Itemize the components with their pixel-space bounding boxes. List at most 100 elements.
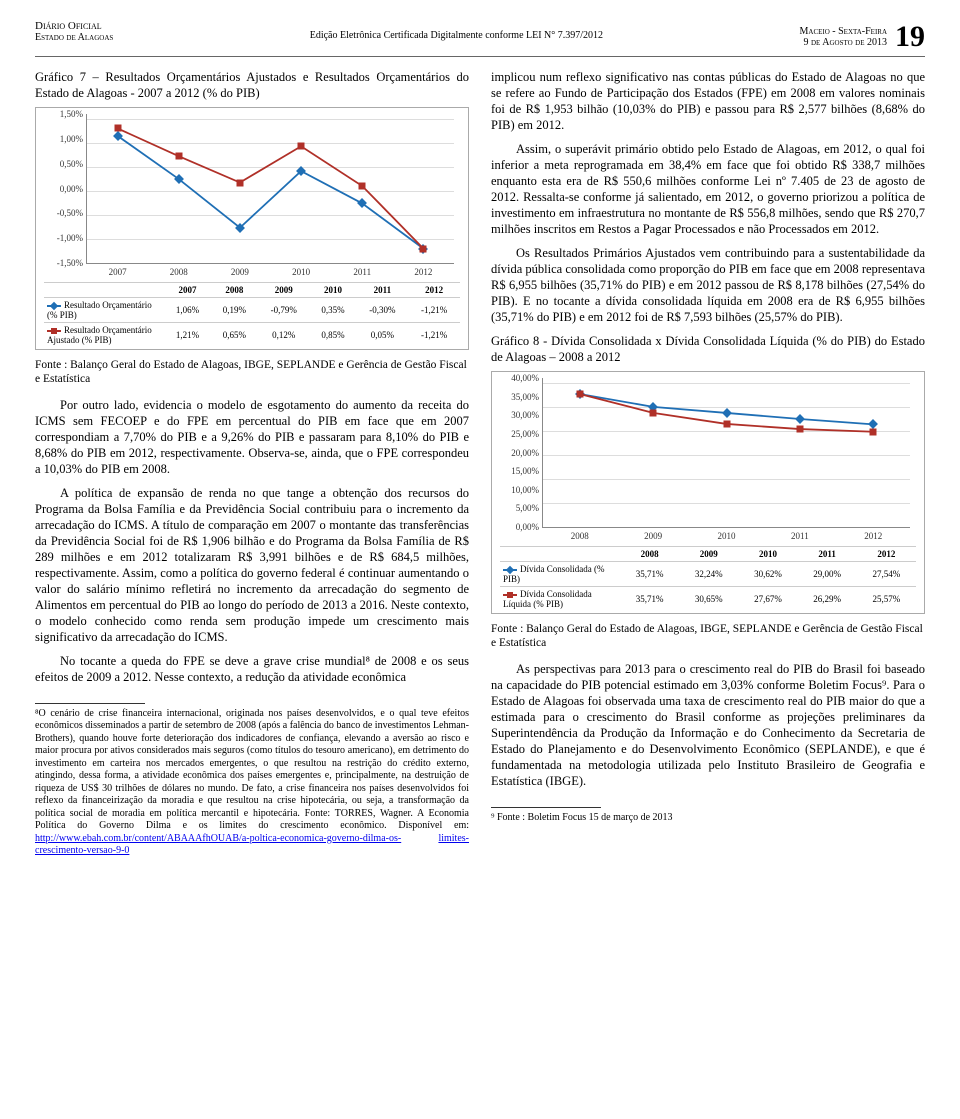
location-day: Maceio - Sexta-Feira: [800, 26, 888, 37]
right-para-3: Os Resultados Primários Ajustados vem co…: [491, 245, 925, 325]
chart-marker: [359, 183, 366, 190]
chart-xtick: 2008: [170, 267, 188, 277]
legend-value: 1,21%: [164, 323, 211, 348]
content-columns: Gráfico 7 – Resultados Orçamentários Aju…: [35, 69, 925, 858]
chart-xtick: 2008: [571, 531, 589, 541]
legend-series-label: Dívida Consolidada Líquida (% PIB): [500, 587, 620, 612]
chart-marker: [420, 245, 427, 252]
chart-xtick: 2009: [231, 267, 249, 277]
chart-marker: [236, 179, 243, 186]
legend-year-header: 2008: [620, 547, 679, 562]
right-footnote: ⁹ Fonte : Boletim Focus 15 de março de 2…: [491, 812, 925, 825]
chart-ytick: 0,50%: [45, 159, 83, 169]
chart-ytick: -1,00%: [45, 233, 83, 243]
legend-value: -0,79%: [258, 298, 310, 323]
legend-row: Resultado Orçamentário (% PIB)1,06%0,19%…: [44, 298, 460, 323]
legend-value: -1,21%: [408, 298, 460, 323]
legend-value: 0,05%: [357, 323, 409, 348]
left-footnote: ⁸O cenário de crise financeira internaci…: [35, 708, 469, 858]
chart-xtick: 2011: [353, 267, 371, 277]
chart-ytick: -0,50%: [45, 208, 83, 218]
chart-xtick: 2010: [292, 267, 310, 277]
chart-xtick: 2011: [791, 531, 809, 541]
legend-value: 0,35%: [310, 298, 357, 323]
legend-row: Dívida Consolidada (% PIB)35,71%32,24%30…: [500, 562, 916, 587]
chart8-title: Gráfico 8 - Dívida Consolidada x Dívida …: [491, 333, 925, 365]
chart-ytick: 35,00%: [501, 392, 539, 402]
left-para-3: No tocante a queda do FPE se deve a grav…: [35, 653, 469, 685]
header-left: Diário Oficial Estado de Alagoas: [35, 20, 113, 43]
chart7-box: 1,50%1,00%0,50%0,00%-0,50%-1,00%-1,50%20…: [35, 107, 469, 350]
chart-ytick: 15,00%: [501, 466, 539, 476]
legend-value: 27,67%: [738, 587, 797, 612]
chart8-legend-table: 20082009201020112012Dívida Consolidada (…: [500, 546, 916, 611]
right-para-1: implicou num reflexo significativo nas c…: [491, 69, 925, 133]
chart-ytick: 30,00%: [501, 410, 539, 420]
chart-series-line: [87, 114, 454, 263]
legend-value: -1,21%: [408, 323, 460, 348]
legend-series-label: Dívida Consolidada (% PIB): [500, 562, 620, 587]
legend-value: 1,06%: [164, 298, 211, 323]
legend-value: 25,57%: [857, 587, 916, 612]
legend-value: 0,19%: [211, 298, 258, 323]
footnote-link-1[interactable]: http://www.ebah.com.br/content/ABAAAfhOU…: [35, 833, 401, 844]
legend-value: 27,54%: [857, 562, 916, 587]
legend-value: 0,12%: [258, 323, 310, 348]
right-para-2: Assim, o superávit primário obtido pelo …: [491, 141, 925, 237]
footnote-separator: [35, 703, 145, 704]
legend-year-header: 2012: [408, 283, 460, 298]
chart-marker: [796, 426, 803, 433]
chart7-legend-table: 200720082009201020112012Resultado Orçame…: [44, 282, 460, 347]
legend-year-header: 2008: [211, 283, 258, 298]
chart-ytick: 1,00%: [45, 134, 83, 144]
legend-value: 35,71%: [620, 587, 679, 612]
chart-xtick: 2010: [718, 531, 736, 541]
right-column: implicou num reflexo significativo nas c…: [491, 69, 925, 858]
publication-subtitle: Estado de Alagoas: [35, 32, 113, 43]
publication-title: Diário Oficial: [35, 20, 113, 32]
chart-marker: [114, 125, 121, 132]
chart-marker: [298, 143, 305, 150]
chart-series-line: [543, 378, 910, 527]
legend-value: 32,24%: [679, 562, 738, 587]
chart8-box: 40,00%35,00%30,00%25,00%20,00%15,00%10,0…: [491, 371, 925, 614]
chart-ytick: 25,00%: [501, 429, 539, 439]
chart-marker: [870, 428, 877, 435]
chart-marker: [723, 420, 730, 427]
legend-value: 35,71%: [620, 562, 679, 587]
legend-value: 30,65%: [679, 587, 738, 612]
chart8-caption: Fonte : Balanço Geral do Estado de Alago…: [491, 622, 925, 651]
legend-series-label: Resultado Orçamentário (% PIB): [44, 298, 164, 323]
chart-xtick: 2009: [644, 531, 662, 541]
left-para-2: A política de expansão de renda no que t…: [35, 485, 469, 645]
legend-year-header: 2011: [357, 283, 409, 298]
chart7-area: 1,50%1,00%0,50%0,00%-0,50%-1,00%-1,50%20…: [86, 114, 454, 264]
legend-value: -0,30%: [357, 298, 409, 323]
chart-marker: [576, 390, 583, 397]
legend-value: 0,65%: [211, 323, 258, 348]
page-header: Diário Oficial Estado de Alagoas Edição …: [35, 20, 925, 57]
footnote-text: ⁸O cenário de crise financeira internaci…: [35, 708, 469, 832]
legend-value: 26,29%: [798, 587, 857, 612]
chart7-caption: Fonte : Balanço Geral do Estado de Alago…: [35, 358, 469, 387]
chart-ytick: 0,00%: [45, 184, 83, 194]
chart-ytick: 0,00%: [501, 522, 539, 532]
header-right: Maceio - Sexta-Feira 9 de Agosto de 2013…: [800, 20, 926, 54]
chart7-title: Gráfico 7 – Resultados Orçamentários Aju…: [35, 69, 469, 101]
right-para-4: As perspectivas para 2013 para o crescim…: [491, 661, 925, 789]
chart-ytick: 20,00%: [501, 448, 539, 458]
legend-year-header: 2009: [679, 547, 738, 562]
page-number: 19: [895, 20, 925, 54]
chart8-area: 40,00%35,00%30,00%25,00%20,00%15,00%10,0…: [542, 378, 910, 528]
chart-ytick: 1,50%: [45, 109, 83, 119]
chart-marker: [650, 409, 657, 416]
chart-xtick: 2012: [414, 267, 432, 277]
legend-row: Resultado Orçamentário Ajustado (% PIB)1…: [44, 323, 460, 348]
header-center: Edição Eletrônica Certificada Digitalmen…: [113, 30, 799, 41]
left-para-1: Por outro lado, evidencia o modelo de es…: [35, 397, 469, 477]
legend-value: 29,00%: [798, 562, 857, 587]
left-column: Gráfico 7 – Resultados Orçamentários Aju…: [35, 69, 469, 858]
legend-year-header: 2010: [310, 283, 357, 298]
chart-marker: [175, 153, 182, 160]
issue-date: 9 de Agosto de 2013: [800, 37, 888, 48]
